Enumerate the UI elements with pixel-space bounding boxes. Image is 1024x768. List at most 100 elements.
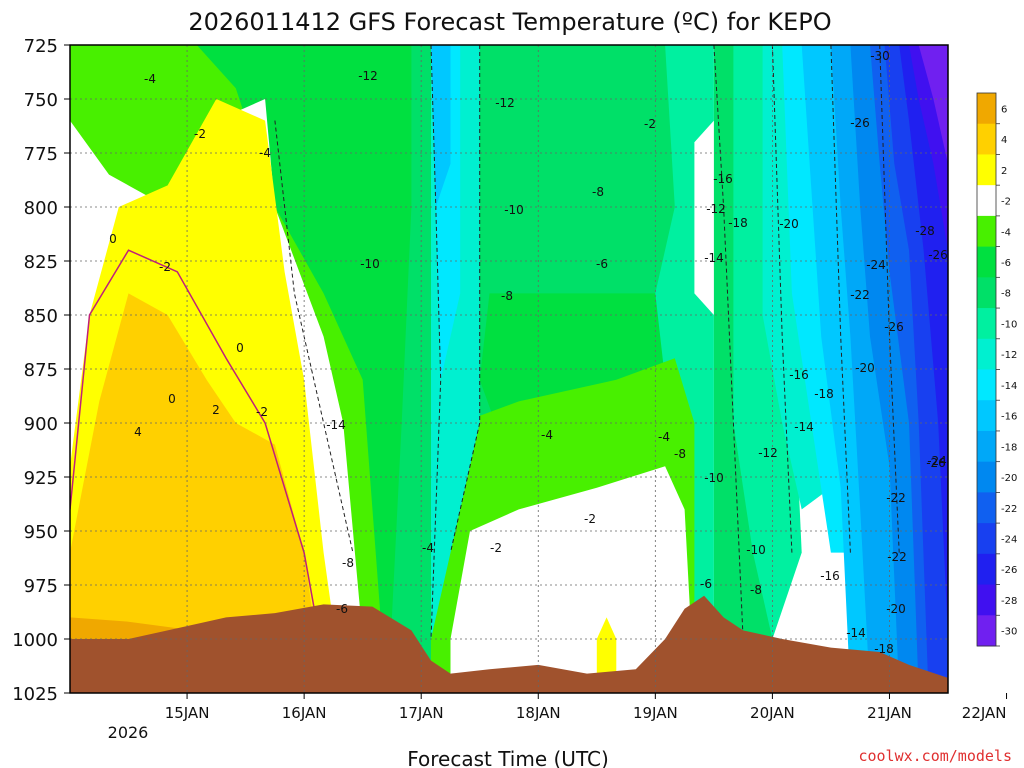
- contour-line: [713, 45, 744, 640]
- colorbar-swatch: [977, 277, 996, 309]
- x-tick-label: 18JAN: [516, 704, 561, 722]
- contour-label: -18: [728, 216, 748, 230]
- contour-label: -12: [358, 69, 378, 83]
- contour-label: -30: [870, 49, 890, 63]
- contour-label: -16: [789, 368, 809, 382]
- colorbar-swatch: [977, 154, 996, 186]
- y-tick-label: 1000: [12, 630, 58, 651]
- colorbar-label: -4: [1001, 227, 1011, 238]
- terrain: [70, 595, 948, 693]
- contour-label: -24: [866, 258, 886, 272]
- contour-line: [274, 120, 354, 553]
- contour-label: -26: [850, 116, 870, 130]
- temp-band-4: [70, 293, 324, 693]
- temp-band-m2: [450, 466, 695, 693]
- y-tick-label: 725: [24, 36, 58, 57]
- contour-line: [771, 45, 793, 553]
- contour-label: -24: [927, 454, 947, 468]
- x-tick-label: 15JAN: [165, 704, 210, 722]
- contour-label: -20: [886, 602, 906, 616]
- contour-label: -20: [855, 361, 875, 375]
- grid-lines: [70, 45, 948, 693]
- colorbar-swatch: [977, 584, 996, 616]
- temp-band-m16: [431, 45, 451, 207]
- temp-band-m26: [899, 45, 948, 639]
- colorbar: 6 4 2 -2 -4 -6 -8 -10 -12 -14 -16 -18 -20 -22 -24 -26 -2…: [976, 92, 1017, 647]
- colorbar-swatch: [977, 400, 996, 432]
- contour-label: -14: [794, 420, 814, 434]
- contour-label: -16: [820, 569, 840, 583]
- contour-label: -4: [541, 428, 553, 442]
- x-tick-label: 20JAN: [750, 704, 795, 722]
- contour-label: 0: [236, 341, 244, 355]
- colorbar-swatch: [977, 185, 996, 217]
- x-tick-label: 22JAN: [962, 704, 1007, 722]
- contour-label: -26: [928, 248, 948, 262]
- contour-label: -14: [704, 251, 724, 265]
- contour-label: -4: [144, 72, 156, 86]
- colorbar-label: -10: [1001, 319, 1017, 330]
- colorbar-swatch: [977, 615, 996, 647]
- x-tick-label: 21JAN: [867, 704, 912, 722]
- contour-label: -10: [746, 543, 766, 557]
- y-tick-label: 925: [24, 468, 58, 489]
- colorbar-label: -26: [1001, 565, 1017, 576]
- source-annotation: coolwx.com/models: [858, 747, 1012, 765]
- x-axis-title: Forecast Time (UTC): [407, 747, 609, 768]
- colorbar-label: -12: [1001, 350, 1017, 361]
- contour-label: -26: [884, 320, 904, 334]
- contour-label: -8: [674, 447, 686, 461]
- contour-label: -2: [159, 260, 171, 274]
- colorbar-swatch: [977, 430, 996, 463]
- colorbar-label: -14: [1001, 381, 1017, 392]
- plot-frame: [69, 44, 949, 694]
- x-year-label: 2026: [108, 723, 149, 742]
- contour-label: -2: [644, 117, 656, 131]
- colorbar-swatch: [977, 246, 996, 278]
- x-tick-label: 17JAN: [399, 704, 444, 722]
- x-axis: 15JAN 16JAN 17JAN 18JAN 19JAN 20JAN 21JAN 22JAN: [165, 693, 1008, 722]
- contour-label: -14: [846, 626, 866, 640]
- contour-label: -18: [874, 642, 894, 656]
- contour-label: -2: [256, 405, 268, 419]
- contour-line: [879, 45, 900, 553]
- contour-label: -22: [850, 288, 870, 302]
- contour-label: -26: [926, 456, 946, 470]
- contour-label: -4: [259, 146, 271, 160]
- colorbar-label: -30: [1001, 627, 1017, 638]
- contour-label: -20: [779, 217, 799, 231]
- contour-label: 0: [168, 392, 176, 406]
- colorbar-swatch: [977, 123, 996, 155]
- colorbar-swatch: [977, 93, 996, 125]
- colorbar-label: -18: [1001, 442, 1017, 453]
- y-tick-label: 800: [24, 198, 58, 219]
- contour-label: -2: [490, 541, 502, 555]
- contour-label: 0: [109, 232, 117, 246]
- contour-label: -4: [658, 430, 670, 444]
- y-tick-label: 950: [24, 522, 58, 543]
- y-tick-label: 850: [24, 306, 58, 327]
- contour-label: -22: [887, 550, 907, 564]
- temp-band-m30: [918, 45, 948, 164]
- colorbar-swatch: [977, 523, 996, 555]
- x-tick-label: 19JAN: [633, 704, 678, 722]
- colorbar-swatch: [977, 308, 996, 340]
- contour-label: -12: [758, 446, 778, 460]
- contour-label: -8: [342, 556, 354, 570]
- contour-label: 2: [212, 403, 220, 417]
- colorbar-label: 4: [1001, 135, 1007, 146]
- y-tick-label: 1025: [12, 684, 58, 705]
- contour-label: -4: [422, 541, 434, 555]
- colorbar-label: 2: [1001, 166, 1007, 177]
- y-tick-label: 900: [24, 414, 58, 435]
- colorbar-swatch: [977, 338, 996, 370]
- contour-label: -18: [814, 387, 834, 401]
- contour-line: [430, 45, 442, 640]
- contour-label: -22: [886, 491, 906, 505]
- chart-title: 2026011412 GFS Forecast Temperature (ºC)…: [188, 8, 831, 36]
- colorbar-swatch: [977, 369, 996, 401]
- colorbar-label: -28: [1001, 596, 1017, 607]
- contour-label: -6: [596, 257, 608, 271]
- contour-label: -28: [915, 224, 935, 238]
- contour-label: -12: [706, 202, 726, 216]
